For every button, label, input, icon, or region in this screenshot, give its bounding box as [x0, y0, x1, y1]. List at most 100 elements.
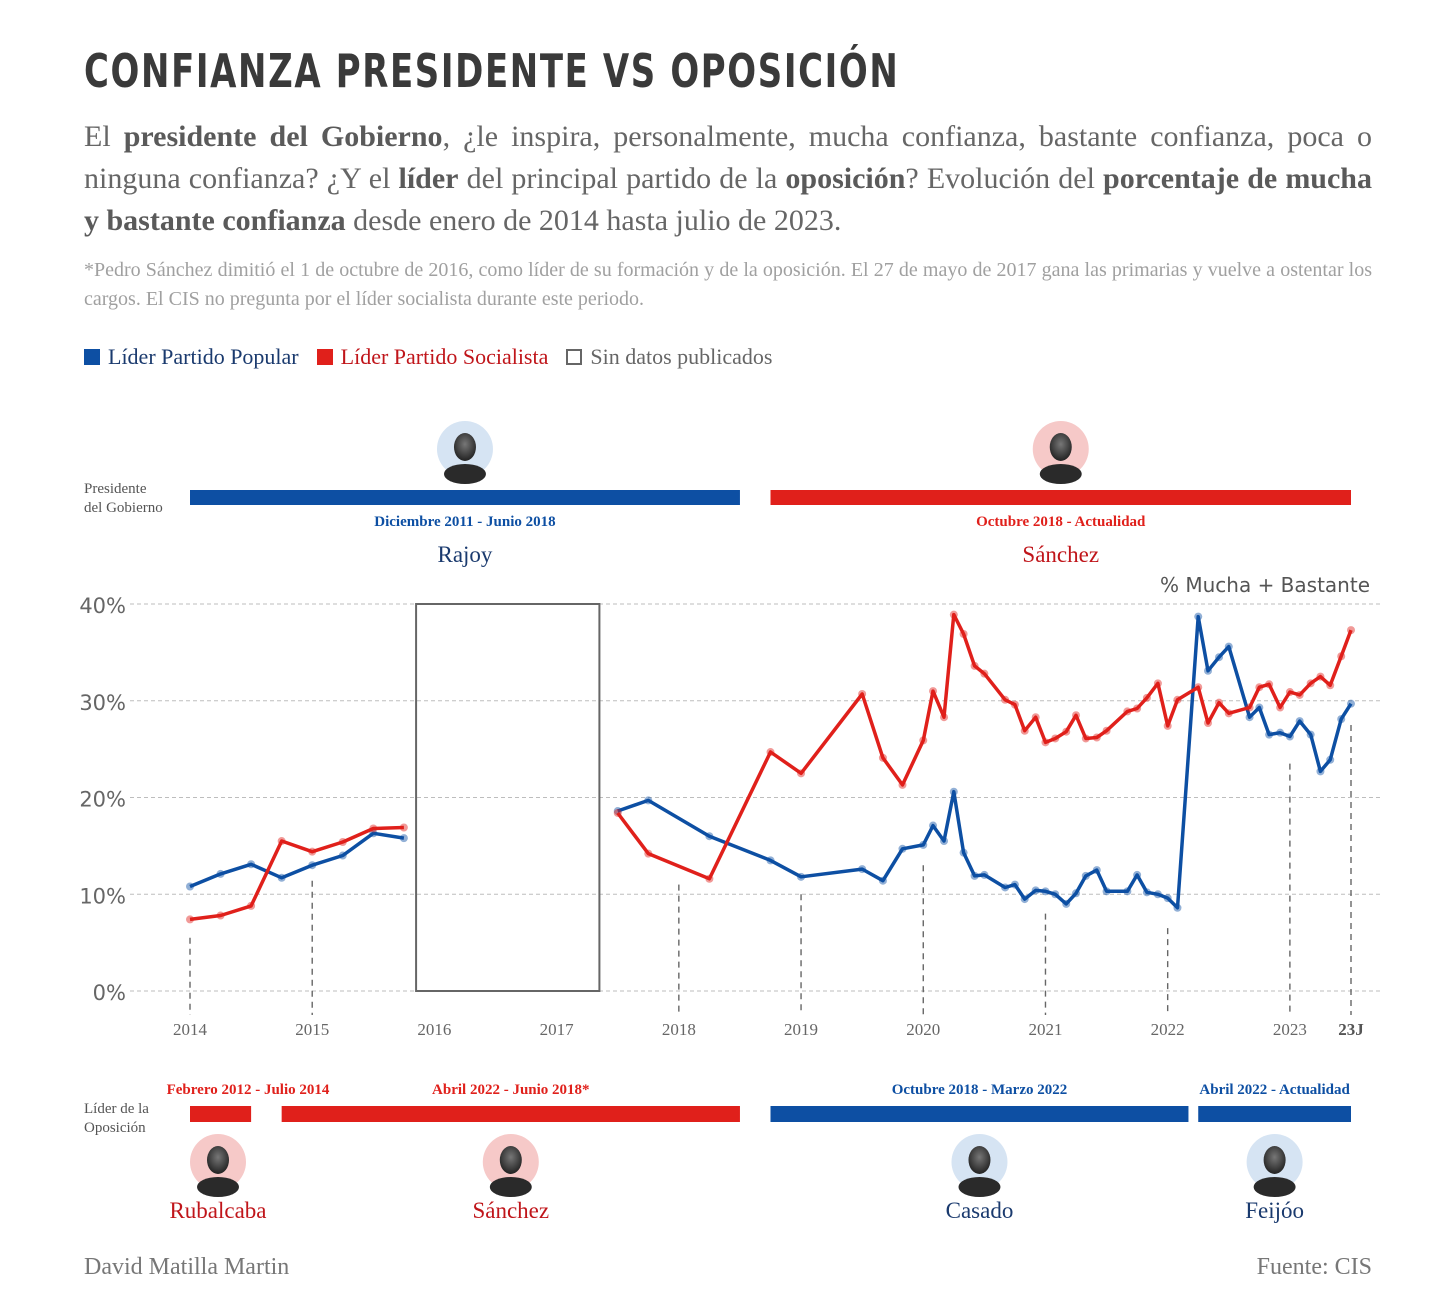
- president-bar: [770, 490, 1351, 505]
- data-point-psoe: [1326, 681, 1335, 690]
- data-point-pp: [1306, 730, 1315, 739]
- opposition-period: Abril 2022 - Actualidad: [1199, 1082, 1350, 1098]
- data-point-psoe: [216, 911, 225, 920]
- data-point-pp: [919, 840, 928, 849]
- data-point-psoe: [797, 769, 806, 778]
- data-point-psoe: [1173, 695, 1182, 704]
- data-point-pp: [878, 876, 887, 885]
- series-line-pp: [189, 831, 405, 889]
- chart-subtitle: El presidente del Gobierno, ¿le inspira,…: [84, 120, 1372, 237]
- opposition-bar: [770, 1106, 1189, 1122]
- data-point-pp: [1347, 699, 1355, 708]
- legend-item-nodata: Sin datos publicados: [566, 344, 772, 370]
- y-tick-label: 0%: [93, 981, 126, 1005]
- data-point-psoe: [1215, 698, 1224, 707]
- opposition-name: Casado: [946, 1198, 1014, 1223]
- reference-lines: [189, 724, 1352, 1015]
- series-line-psoe: [189, 825, 404, 922]
- photo-face: [499, 1146, 522, 1174]
- data-point-psoe: [878, 753, 887, 762]
- opposition-name: Rubalcaba: [169, 1198, 266, 1223]
- president-period: Octubre 2018 - Actualidad: [976, 514, 1146, 530]
- data-point-pp: [949, 787, 958, 796]
- source-credit: Fuente: CIS: [1256, 1254, 1372, 1280]
- photo-face: [1263, 1146, 1286, 1174]
- data-point-psoe: [1123, 707, 1132, 716]
- data-point-psoe: [766, 748, 775, 757]
- legend-label-psoe: Líder Partido Socialista: [340, 344, 549, 369]
- president-period: Diciembre 2011 - Junio 2018: [374, 514, 555, 530]
- timelines: Presidente del Gobierno Diciembre 2011 - J…: [84, 421, 1351, 1223]
- data-point-psoe: [705, 874, 714, 883]
- president-name: Rajoy: [437, 542, 492, 567]
- data-point-psoe: [1142, 693, 1151, 702]
- data-point-psoe: [613, 808, 622, 817]
- data-point-psoe: [369, 824, 378, 833]
- data-point-psoe: [1163, 721, 1172, 730]
- photo-shoulders: [443, 464, 486, 484]
- data-point-psoe: [1245, 703, 1254, 712]
- data-point-psoe: [1347, 626, 1355, 635]
- data-point-psoe: [929, 687, 938, 696]
- data-point-psoe: [1295, 690, 1304, 699]
- data-point-pp: [929, 821, 938, 830]
- data-point-pp: [1051, 890, 1060, 899]
- legend: Líder Partido Popular Líder Partido Soci…: [84, 344, 772, 370]
- y-tick-label: 40%: [79, 594, 126, 618]
- photo-face: [1049, 433, 1072, 461]
- author-credit: David Matilla Martin: [84, 1254, 290, 1280]
- data-point-pp: [898, 844, 907, 853]
- data-point-pp: [1163, 894, 1172, 903]
- data-point-psoe: [1081, 734, 1090, 743]
- data-point-pp: [1285, 732, 1294, 741]
- data-point-pp: [1020, 895, 1029, 904]
- data-point-psoe: [1133, 704, 1142, 713]
- photo-face: [207, 1146, 229, 1174]
- data-point-pp: [216, 869, 225, 878]
- data-point-pp: [369, 829, 378, 838]
- series-group: [186, 610, 1355, 924]
- data-point-psoe: [1072, 711, 1081, 720]
- data-point-psoe: [1306, 679, 1315, 688]
- data-point-psoe: [919, 736, 928, 745]
- data-point-pp: [797, 872, 806, 881]
- data-point-psoe: [1041, 738, 1050, 747]
- data-point-psoe: [1204, 719, 1213, 728]
- president-name: Sánchez: [1022, 542, 1099, 567]
- data-point-pp: [1092, 866, 1101, 875]
- data-point-psoe: [1062, 727, 1071, 736]
- data-point-pp: [858, 865, 867, 874]
- data-point-psoe: [1031, 713, 1040, 722]
- legend-swatch-nodata: [566, 349, 583, 365]
- data-point-pp: [338, 851, 347, 860]
- y-axis-title: % Mucha + Bastante: [1160, 573, 1370, 597]
- data-point-psoe: [1276, 703, 1285, 712]
- feijoo-photo: [1246, 1134, 1303, 1197]
- nodata-region: [415, 603, 601, 992]
- opposition-period: Febrero 2012 - Julio 2014: [167, 1082, 330, 1098]
- x-tick-label: 2017: [540, 1020, 575, 1039]
- data-point-pp: [644, 796, 653, 805]
- data-point-psoe: [644, 849, 653, 858]
- data-point-psoe: [970, 661, 979, 670]
- data-point-pp: [1153, 890, 1162, 899]
- data-point-pp: [1245, 713, 1254, 722]
- legend-item-psoe: Líder Partido Socialista: [316, 344, 549, 370]
- series-line-psoe: [616, 612, 1353, 881]
- y-tick-label: 10%: [79, 884, 126, 908]
- opposition-bar: [281, 1106, 740, 1122]
- series-line-pp: [617, 614, 1353, 910]
- x-tick-label: 2018: [662, 1020, 696, 1039]
- data-point-pp: [1123, 887, 1132, 896]
- data-point-pp: [1031, 886, 1040, 895]
- photo-shoulders: [197, 1177, 239, 1197]
- data-point-psoe: [1001, 695, 1010, 704]
- axes: 0% 10% 20% 30% 40% % Mucha + Bastante 2014 2015…: [79, 573, 1370, 1039]
- data-point-pp: [1142, 888, 1151, 897]
- rubalcaba-photo: [190, 1134, 246, 1197]
- data-point-psoe: [399, 823, 408, 832]
- legend-label-pp: Líder Partido Popular: [108, 344, 299, 369]
- data-point-psoe: [980, 669, 989, 678]
- data-point-pp: [1010, 880, 1019, 889]
- data-point-pp: [1133, 870, 1142, 879]
